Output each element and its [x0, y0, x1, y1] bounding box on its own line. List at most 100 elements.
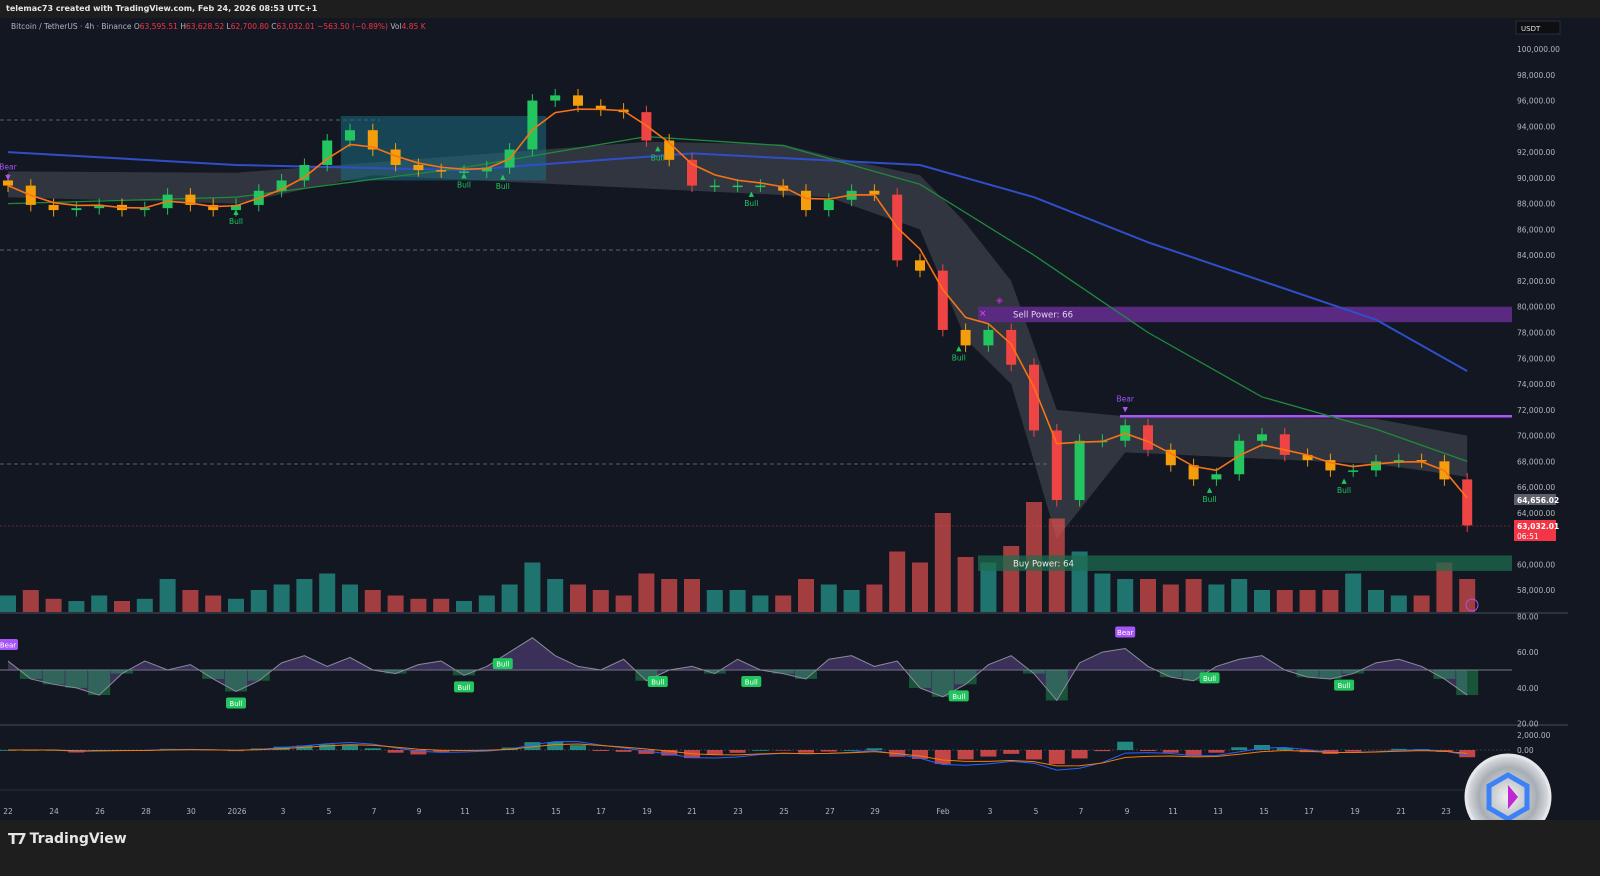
oscillator-bull-area	[453, 670, 475, 676]
volume-bar	[296, 579, 313, 612]
volume-bar	[1185, 579, 1202, 612]
time-tick-label: 21	[687, 807, 697, 816]
time-tick-label: 17	[1304, 807, 1314, 816]
brand-name: TradingView	[29, 831, 127, 847]
high-label: H	[180, 22, 186, 31]
oscillator-bull-area	[111, 670, 133, 674]
macd-histogram-bar	[615, 750, 632, 752]
oscillator-bull-area	[1182, 670, 1205, 681]
symbol-legend: Bitcoin / TetherUS · 4h · Binance O63,59…	[11, 22, 426, 31]
candle-body	[732, 185, 743, 188]
oscillator-bull-area	[202, 670, 225, 679]
volume-bar	[570, 584, 586, 612]
macd-histogram-bar	[706, 750, 723, 755]
macd-histogram-bar	[1048, 750, 1065, 764]
price-tick-label: 64,000.00	[1517, 509, 1555, 518]
macd-histogram-bar	[1231, 747, 1248, 750]
oscillator-bull-area	[1045, 670, 1068, 701]
volume-bar	[1254, 590, 1270, 612]
volume-bar	[638, 573, 655, 612]
time-tick-label: 3	[988, 807, 993, 816]
credit-bar: telemac73 created with TradingView.com, …	[0, 0, 1600, 18]
oscillator-signal-label: Bear	[1117, 629, 1133, 637]
close-label: C	[271, 22, 277, 31]
tradingview-logo[interactable]: T7 TradingView	[8, 830, 127, 848]
open-label: O	[133, 22, 140, 31]
time-tick-label: 28	[141, 807, 151, 816]
lightning-icon	[1465, 598, 1479, 612]
time-tick-label: 24	[49, 807, 59, 816]
time-tick-label: 11	[460, 807, 470, 816]
volume-bar	[1208, 584, 1225, 612]
price-tick-label: 90,000.00	[1517, 174, 1555, 183]
bull-signal-label: Bull	[229, 217, 243, 226]
last-price-label: 63,032.01	[1517, 522, 1559, 531]
time-tick-label: 9	[1125, 807, 1130, 816]
price-tick-label: 76,000.00	[1517, 354, 1555, 363]
bear-arrow-icon: ▼	[1123, 405, 1129, 413]
bull-signal-label: Bull	[744, 199, 758, 208]
macd-histogram-bar	[570, 745, 586, 750]
macd-histogram-bar	[1459, 750, 1476, 758]
oscillator-bull-area	[954, 670, 977, 685]
candle-body	[1074, 440, 1085, 501]
oscillator-signal-label: Bull	[457, 684, 470, 692]
candle-body	[413, 164, 424, 171]
candle-body	[1051, 430, 1062, 501]
chart-area[interactable]: Sell Power: 66 ✕ ◈ Buy Power: 64 ▼ Bear ▲ Bull ▲…	[0, 18, 1600, 820]
oscillator-bull-area	[1296, 670, 1319, 678]
chart-canvas[interactable]: Sell Power: 66✕◈Buy Power: 64▼Bear▲Bull▲…	[0, 18, 1600, 820]
oscillator-tick-label: 20.00	[1517, 720, 1539, 729]
time-tick-label: 17	[596, 807, 606, 816]
oscillator-bull-badge	[454, 681, 474, 693]
coin-logo-accent-icon	[1508, 785, 1518, 809]
macd-histogram-bar	[775, 750, 792, 751]
macd-histogram-bar	[866, 748, 883, 750]
macd-histogram-bar	[1026, 750, 1042, 760]
candle-body	[1348, 470, 1359, 472]
symbol-name[interactable]: Bitcoin / TetherUS · 4h · Binance	[11, 22, 132, 31]
volume-label: Vol	[390, 22, 402, 31]
macd-histogram-bar	[752, 750, 769, 751]
oscillator-signal-label: Bull	[496, 661, 509, 669]
macd-histogram-bar	[319, 744, 336, 750]
oscillator-signal-label: Bull	[1338, 682, 1351, 690]
volume-bar	[433, 598, 450, 612]
candle-body	[299, 164, 310, 181]
volume-bar	[159, 579, 176, 612]
oscillator-bull-area	[1433, 670, 1456, 679]
candle-body	[960, 329, 971, 346]
volume-bar	[319, 573, 336, 612]
open-value: 63,595.51	[139, 22, 178, 31]
candle-body	[823, 199, 834, 211]
macd-histogram-bar	[592, 750, 609, 751]
oscillator-bear-badge	[1115, 626, 1136, 638]
volume-bar	[912, 562, 928, 612]
volume-bar	[798, 579, 814, 612]
oscillator-bull-area	[88, 670, 111, 696]
volume-bar	[1459, 579, 1476, 612]
footer-bar	[0, 820, 1600, 876]
price-tick-label: 100,000.00	[1517, 45, 1560, 54]
volume-bar	[843, 590, 860, 612]
change-value: −563.50 (−0.89%)	[317, 22, 388, 31]
volume-bar	[1322, 590, 1339, 612]
oscillator-signal-label: Bull	[229, 700, 242, 708]
close-value: 63,032.01	[276, 22, 315, 31]
bull-arrow-icon: ▲	[956, 344, 962, 352]
price-tick-label: 58,000.00	[1517, 586, 1555, 595]
time-tick-label: 2026	[227, 807, 246, 816]
oscillator-bull-area	[931, 670, 954, 697]
macd-histogram-bar	[1162, 750, 1179, 753]
volume-bar	[547, 579, 564, 612]
time-tick-label: 15	[551, 807, 561, 816]
price-tick-label: 66,000.00	[1517, 483, 1555, 492]
oscillator-bull-area	[1159, 670, 1182, 678]
candle-body	[1462, 479, 1473, 526]
candle-body	[915, 260, 925, 271]
oscillator-fill	[8, 637, 1468, 701]
volume-bar	[1345, 573, 1362, 612]
macd-tick-label: 2,000.00	[1517, 731, 1551, 740]
volume-bar	[684, 579, 700, 612]
oscillator-bull-area	[42, 670, 65, 685]
